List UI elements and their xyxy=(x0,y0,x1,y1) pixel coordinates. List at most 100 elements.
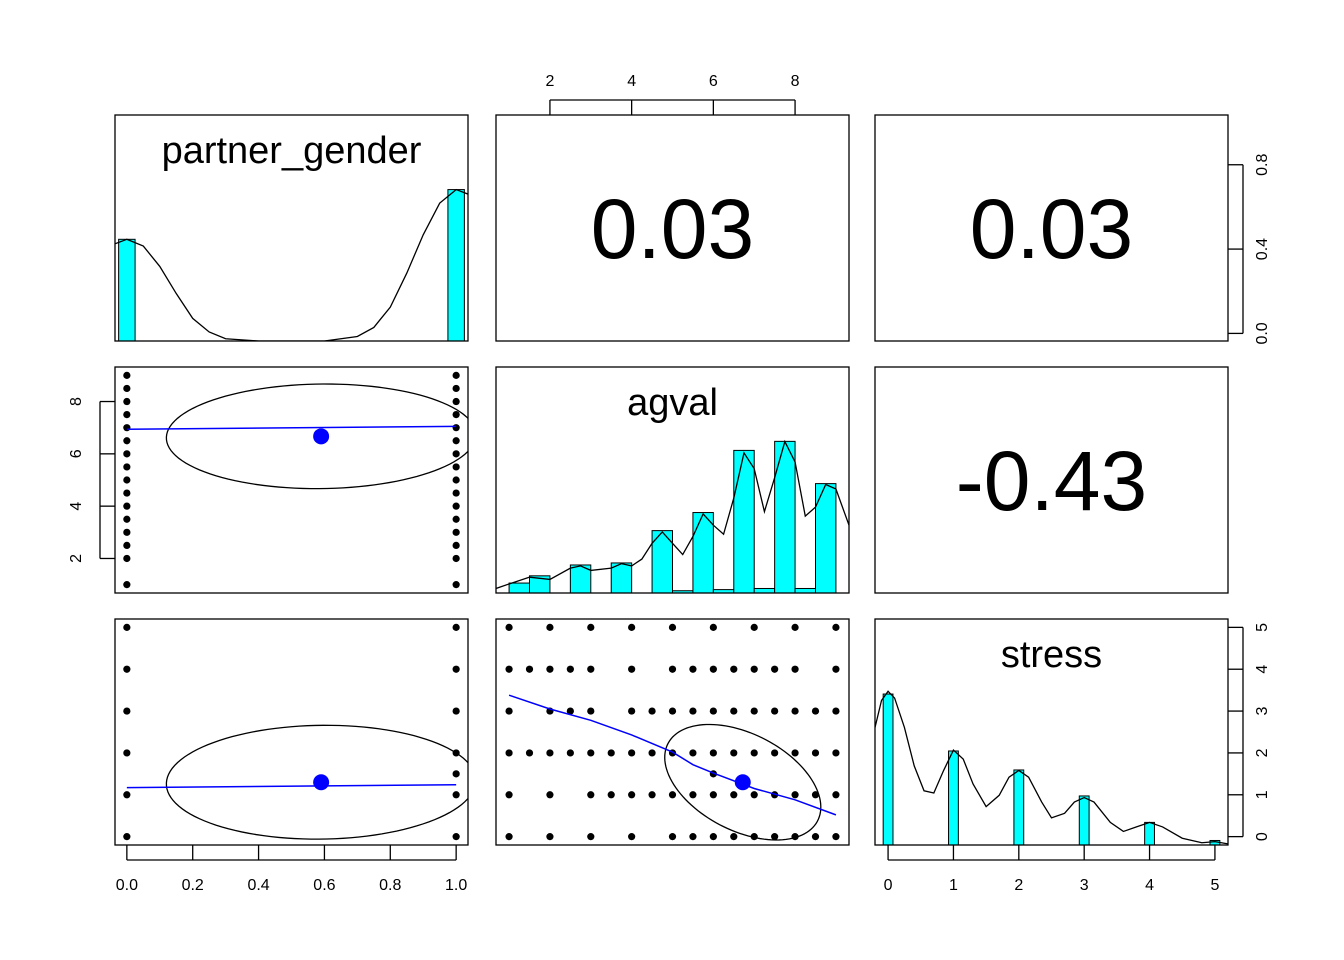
point xyxy=(505,791,513,799)
point xyxy=(832,833,840,841)
point xyxy=(750,749,758,757)
point xyxy=(791,791,799,799)
density-curve xyxy=(875,690,1228,845)
point xyxy=(123,411,131,419)
point xyxy=(452,476,460,484)
point xyxy=(750,665,758,673)
point xyxy=(587,749,595,757)
point xyxy=(628,707,636,715)
point xyxy=(566,707,574,715)
point xyxy=(452,437,460,445)
correlation: 0.03 xyxy=(970,182,1134,276)
y-tick-label: 1 xyxy=(1254,790,1271,799)
point xyxy=(628,623,636,631)
point xyxy=(452,665,460,673)
point xyxy=(709,707,717,715)
point xyxy=(628,665,636,673)
point xyxy=(587,833,595,841)
x-tick-label: 5 xyxy=(1210,877,1219,894)
point xyxy=(546,833,554,841)
point xyxy=(123,476,131,484)
x-tick-label: 1.0 xyxy=(445,877,467,894)
point xyxy=(452,581,460,589)
point xyxy=(587,791,595,799)
hist-bar xyxy=(733,449,755,593)
x-tick-label: 0 xyxy=(884,877,893,894)
ellipse xyxy=(165,383,468,490)
x-tick-label: 0.0 xyxy=(116,877,138,894)
hist-bar xyxy=(774,440,796,593)
point xyxy=(123,581,131,589)
x-tick-label: 3 xyxy=(1080,877,1089,894)
fit-line xyxy=(126,783,457,789)
point xyxy=(771,665,779,673)
point xyxy=(709,833,717,841)
hist-bar xyxy=(569,564,592,593)
panel xyxy=(875,690,1228,845)
point xyxy=(709,749,717,757)
x-tick-label: 4 xyxy=(627,73,636,90)
panel xyxy=(115,188,468,341)
point xyxy=(730,791,738,799)
x-tick-label: 1 xyxy=(949,877,958,894)
point xyxy=(791,623,799,631)
hist-bar xyxy=(1144,821,1155,845)
point xyxy=(452,371,460,379)
point xyxy=(648,791,656,799)
point xyxy=(123,665,131,673)
point xyxy=(505,665,513,673)
point xyxy=(123,424,131,432)
point xyxy=(123,450,131,458)
point xyxy=(566,749,574,757)
point xyxy=(709,665,717,673)
y-tick-label: 4 xyxy=(1254,665,1271,674)
point xyxy=(668,707,677,715)
point xyxy=(668,623,677,631)
panel-border xyxy=(114,618,469,846)
point xyxy=(628,749,636,757)
x-tick-label: 0.4 xyxy=(247,877,269,894)
point xyxy=(730,749,738,757)
point xyxy=(628,833,636,841)
point xyxy=(525,749,534,757)
point xyxy=(668,665,677,673)
point xyxy=(452,541,460,549)
point xyxy=(750,707,758,715)
point xyxy=(648,749,656,757)
point xyxy=(791,707,799,715)
variable-name: partner_gender xyxy=(162,130,422,172)
point xyxy=(452,791,460,799)
point xyxy=(123,623,131,631)
point xyxy=(791,665,799,673)
variable-name: stress xyxy=(1001,634,1102,676)
point xyxy=(811,707,820,715)
point xyxy=(730,707,738,715)
point xyxy=(452,554,460,563)
hist-bar xyxy=(610,562,633,593)
hist-bar xyxy=(948,750,959,845)
x-tick-label: 8 xyxy=(791,73,800,90)
point xyxy=(832,623,840,631)
x-tick-label: 0.6 xyxy=(313,877,335,894)
point xyxy=(123,489,131,497)
point xyxy=(628,791,636,799)
point xyxy=(452,384,460,393)
y-tick-label: 2 xyxy=(68,554,85,563)
x-tick-label: 0.8 xyxy=(379,877,401,894)
point xyxy=(452,528,460,536)
mean-point xyxy=(313,774,330,791)
y-tick-label: 8 xyxy=(68,397,85,406)
point xyxy=(689,833,697,841)
panel-border xyxy=(495,618,850,846)
y-tick-label: 2 xyxy=(1254,748,1271,757)
point xyxy=(452,411,460,419)
x-tick-label: 0.2 xyxy=(182,877,204,894)
hist-bar xyxy=(651,530,674,593)
point xyxy=(123,397,131,406)
point xyxy=(452,623,460,631)
point xyxy=(505,623,513,631)
panel-border xyxy=(874,114,1229,342)
panel-border xyxy=(495,366,850,594)
point xyxy=(546,623,554,631)
y-tick-label: 4 xyxy=(68,502,85,511)
